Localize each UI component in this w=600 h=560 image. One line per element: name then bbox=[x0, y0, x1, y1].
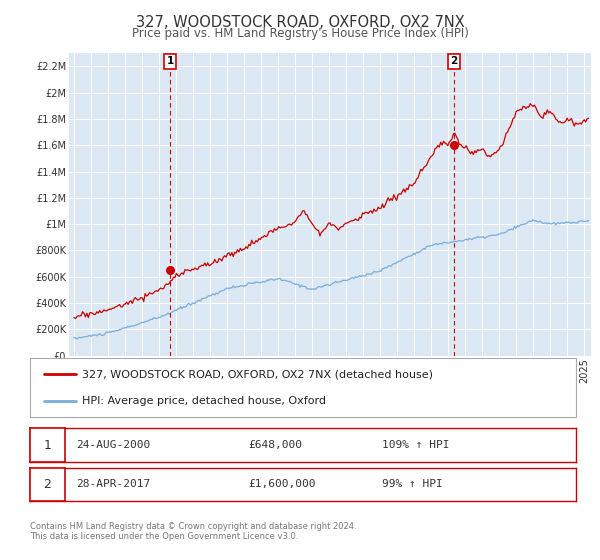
Text: £648,000: £648,000 bbox=[248, 440, 302, 450]
Text: 24-AUG-2000: 24-AUG-2000 bbox=[76, 440, 151, 450]
Text: 28-APR-2017: 28-APR-2017 bbox=[76, 479, 151, 489]
Text: 99% ↑ HPI: 99% ↑ HPI bbox=[382, 479, 443, 489]
Text: 2: 2 bbox=[43, 478, 52, 491]
Text: 2: 2 bbox=[450, 56, 457, 66]
Text: 1: 1 bbox=[43, 438, 52, 452]
Text: 327, WOODSTOCK ROAD, OXFORD, OX2 7NX: 327, WOODSTOCK ROAD, OXFORD, OX2 7NX bbox=[136, 15, 464, 30]
Text: HPI: Average price, detached house, Oxford: HPI: Average price, detached house, Oxfo… bbox=[82, 396, 326, 407]
Text: 1: 1 bbox=[167, 56, 174, 66]
Text: 327, WOODSTOCK ROAD, OXFORD, OX2 7NX (detached house): 327, WOODSTOCK ROAD, OXFORD, OX2 7NX (de… bbox=[82, 369, 433, 379]
Text: Contains HM Land Registry data © Crown copyright and database right 2024.
This d: Contains HM Land Registry data © Crown c… bbox=[30, 522, 356, 542]
Text: 109% ↑ HPI: 109% ↑ HPI bbox=[382, 440, 449, 450]
Text: Price paid vs. HM Land Registry's House Price Index (HPI): Price paid vs. HM Land Registry's House … bbox=[131, 27, 469, 40]
Text: £1,600,000: £1,600,000 bbox=[248, 479, 316, 489]
